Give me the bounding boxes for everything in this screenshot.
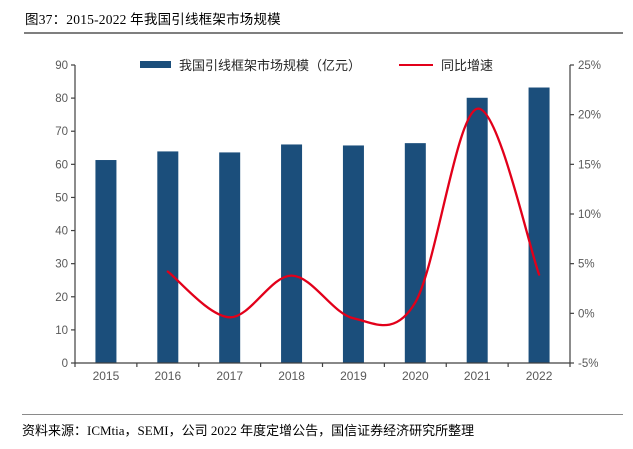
legend-label-growth: 同比增速	[441, 58, 494, 73]
x-axis-category-label: 2019	[340, 369, 367, 383]
left-axis-tick-label: 20	[55, 292, 68, 304]
source-note: 资料来源：ICMtia，SEMI，公司 2022 年度定增公告，国信证券经济研究…	[22, 423, 475, 438]
left-axis-tick-label: 60	[55, 159, 68, 171]
right-axis-tick-label: 10%	[578, 209, 601, 221]
bar-2022	[528, 87, 550, 363]
left-axis-tick-label: 40	[55, 226, 68, 238]
bar-2017	[219, 152, 241, 363]
left-axis-tick-label: 90	[55, 60, 68, 72]
left-axis-tick-label: 50	[55, 192, 68, 204]
right-axis-tick-label: 20%	[578, 110, 601, 122]
title-divider	[24, 32, 623, 34]
right-axis-tick-label: 0%	[578, 308, 595, 320]
chart-legend: 我国引线框架市场规模（亿元） 同比增速	[0, 55, 633, 74]
right-axis-tick-label: 25%	[578, 60, 601, 72]
right-axis-tick-label: -5%	[578, 358, 598, 370]
right-axis-tick-label: 5%	[578, 259, 595, 271]
legend-item-market-size: 我国引线框架市场规模（亿元）	[139, 55, 361, 74]
growth-line	[166, 107, 541, 327]
x-axis-category-label: 2016	[154, 369, 181, 383]
line-series-swatch	[399, 63, 433, 66]
left-axis-tick-label: 70	[55, 126, 68, 138]
bar-2018	[281, 144, 303, 363]
x-axis-category-label: 2021	[464, 369, 491, 383]
x-axis-category-label: 2022	[526, 369, 553, 383]
bar-2016	[157, 151, 179, 363]
right-axis-tick-label: 15%	[578, 159, 601, 171]
x-axis-category-label: 2017	[216, 369, 243, 383]
legend-item-growth: 同比增速	[399, 55, 493, 74]
x-axis-category-label: 2015	[93, 369, 120, 383]
bar-2021	[466, 97, 488, 363]
bar-2020	[404, 143, 426, 363]
left-axis-tick-label: 10	[55, 325, 68, 337]
left-axis-tick-label: 0	[62, 358, 68, 370]
bar-2019	[342, 145, 364, 363]
x-axis-category-label: 2018	[278, 369, 305, 383]
left-axis-tick-label: 30	[55, 259, 68, 271]
bar-2015	[95, 160, 117, 363]
footer-divider	[22, 414, 623, 416]
x-axis-category-label: 2020	[402, 369, 429, 383]
bar-series-swatch	[139, 61, 171, 68]
left-axis-tick-label: 80	[55, 93, 68, 105]
figure-title: 图37：2015-2022 年我国引线框架市场规模	[25, 12, 281, 27]
legend-label-market-size: 我国引线框架市场规模（亿元）	[178, 58, 361, 73]
